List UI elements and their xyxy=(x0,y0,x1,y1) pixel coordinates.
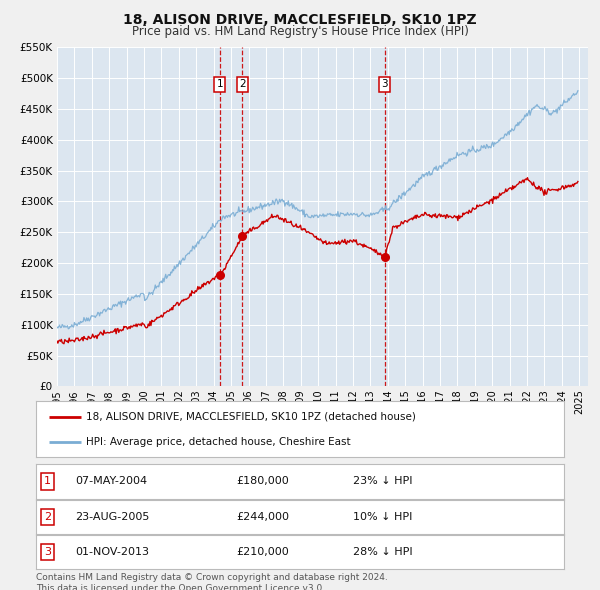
Text: £210,000: £210,000 xyxy=(236,548,289,557)
Text: 3: 3 xyxy=(382,79,388,89)
Text: 01-NOV-2013: 01-NOV-2013 xyxy=(76,548,149,557)
Text: 23-AUG-2005: 23-AUG-2005 xyxy=(76,512,150,522)
Text: 1: 1 xyxy=(217,79,223,89)
Text: 2: 2 xyxy=(239,79,246,89)
Text: 18, ALISON DRIVE, MACCLESFIELD, SK10 1PZ (detached house): 18, ALISON DRIVE, MACCLESFIELD, SK10 1PZ… xyxy=(86,412,416,422)
Text: 18, ALISON DRIVE, MACCLESFIELD, SK10 1PZ: 18, ALISON DRIVE, MACCLESFIELD, SK10 1PZ xyxy=(123,13,477,27)
Text: £244,000: £244,000 xyxy=(236,512,290,522)
Text: 3: 3 xyxy=(44,548,51,557)
Text: 2: 2 xyxy=(44,512,51,522)
Text: Contains HM Land Registry data © Crown copyright and database right 2024.
This d: Contains HM Land Registry data © Crown c… xyxy=(36,573,388,590)
Text: Price paid vs. HM Land Registry's House Price Index (HPI): Price paid vs. HM Land Registry's House … xyxy=(131,25,469,38)
Text: 10% ↓ HPI: 10% ↓ HPI xyxy=(353,512,412,522)
Text: 1: 1 xyxy=(44,477,51,486)
Text: 07-MAY-2004: 07-MAY-2004 xyxy=(76,477,148,486)
Text: HPI: Average price, detached house, Cheshire East: HPI: Average price, detached house, Ches… xyxy=(86,437,351,447)
Text: 28% ↓ HPI: 28% ↓ HPI xyxy=(353,548,412,557)
Text: 23% ↓ HPI: 23% ↓ HPI xyxy=(353,477,412,486)
Text: £180,000: £180,000 xyxy=(236,477,289,486)
